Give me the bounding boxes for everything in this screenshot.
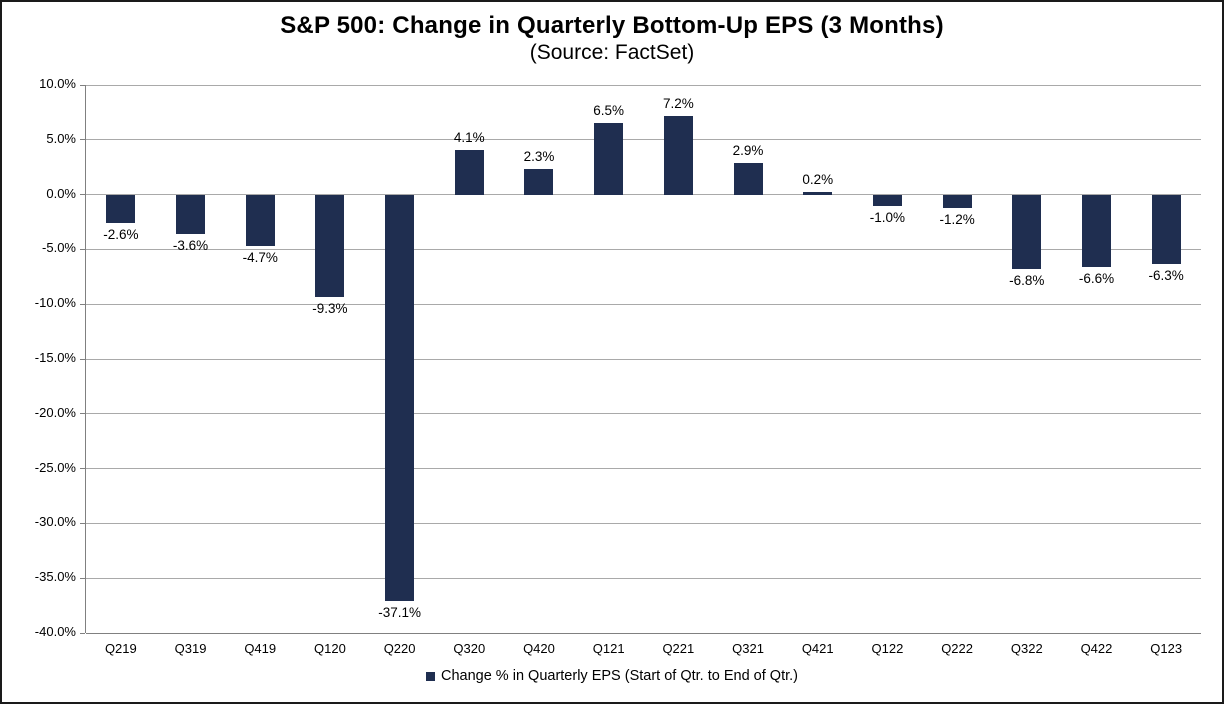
bar-q319 bbox=[176, 194, 206, 235]
y-axis-tick bbox=[80, 522, 85, 524]
y-axis-tick bbox=[80, 303, 85, 305]
y-axis-tick bbox=[80, 577, 85, 579]
bar-value-label: -37.1% bbox=[378, 605, 421, 621]
x-tick-label: Q219 bbox=[104, 641, 137, 656]
bar-q221 bbox=[663, 115, 693, 195]
gridline bbox=[86, 84, 1201, 86]
x-tick-label: Q420 bbox=[523, 641, 555, 656]
gridline bbox=[86, 358, 1201, 360]
bar-value-label: -1.2% bbox=[939, 211, 975, 227]
gridline bbox=[86, 577, 1201, 579]
bar-q420 bbox=[524, 169, 554, 195]
x-tick-label: Q419 bbox=[244, 641, 277, 656]
legend-label: Change % in Quarterly EPS (Start of Qtr.… bbox=[440, 668, 798, 684]
x-tick-label: Q220 bbox=[383, 641, 416, 656]
bar-q120 bbox=[315, 194, 345, 297]
bar-q419 bbox=[245, 194, 275, 247]
x-tick-label: Q221 bbox=[662, 641, 695, 656]
x-axis-line bbox=[86, 633, 1201, 634]
gridline bbox=[86, 194, 1201, 196]
bar-value-label: 2.3% bbox=[523, 149, 555, 165]
x-tick-label: Q421 bbox=[801, 641, 834, 656]
y-axis-tick bbox=[80, 248, 85, 250]
x-tick-label: Q319 bbox=[174, 641, 207, 656]
x-tick-label: Q321 bbox=[732, 641, 764, 656]
y-tick-label: -30.0% bbox=[34, 514, 76, 530]
y-axis-tick bbox=[80, 84, 85, 86]
bar-value-label: 2.9% bbox=[732, 142, 764, 158]
bar-value-label: -6.3% bbox=[1148, 267, 1184, 283]
bar-q421 bbox=[803, 192, 833, 195]
plot-area: -2.6% -3.6% -4.7% -9.3% -37.1% 4.1% 2.3% 6.5% 7.… bbox=[80, 84, 1201, 634]
y-tick-label: 0.0% bbox=[46, 185, 76, 201]
y-axis-line bbox=[85, 85, 86, 633]
bar-value-label: -6.8% bbox=[1009, 273, 1045, 289]
x-tick-label: Q322 bbox=[1010, 641, 1043, 656]
legend-square-marker-icon bbox=[425, 671, 435, 681]
x-tick-label: Q120 bbox=[314, 641, 346, 656]
y-axis-tick bbox=[80, 413, 85, 415]
y-tick-label: -5.0% bbox=[42, 240, 76, 256]
chart-title: S&P 500: Change in Quarterly Bottom-Up E… bbox=[280, 12, 944, 39]
y-axis-tick bbox=[80, 632, 85, 634]
bar-q320 bbox=[454, 149, 484, 195]
y-axis-tick bbox=[80, 468, 85, 470]
y-axis-tick bbox=[80, 139, 85, 141]
bar-value-label: 6.5% bbox=[593, 103, 625, 119]
bar-q121 bbox=[594, 123, 624, 195]
x-tick-label: Q422 bbox=[1080, 641, 1113, 656]
bar-value-label: -1.0% bbox=[869, 209, 906, 225]
y-tick-label: -35.0% bbox=[34, 569, 76, 585]
bar-q122 bbox=[872, 194, 902, 206]
y-tick-label: -10.0% bbox=[34, 295, 76, 311]
x-tick-label: Q222 bbox=[941, 641, 973, 656]
bar-q321 bbox=[733, 162, 763, 195]
y-tick-label: -20.0% bbox=[34, 404, 76, 420]
y-tick-label: -15.0% bbox=[34, 350, 76, 365]
y-axis-tick bbox=[80, 194, 85, 196]
gridline bbox=[86, 468, 1201, 470]
x-tick-label: Q122 bbox=[871, 641, 904, 656]
bar-value-label: 7.2% bbox=[662, 95, 694, 111]
y-tick-label: -25.0% bbox=[34, 459, 76, 475]
x-tick-label: Q123 bbox=[1150, 641, 1183, 656]
gridline bbox=[86, 413, 1201, 415]
bar-q219 bbox=[106, 194, 136, 224]
y-tick-label: -40.0% bbox=[34, 624, 76, 639]
bar-value-label: -6.6% bbox=[1078, 270, 1115, 286]
bar-q322 bbox=[1012, 194, 1042, 270]
gridline bbox=[86, 303, 1201, 305]
y-axis-tick bbox=[80, 358, 85, 360]
bar-value-label: -9.3% bbox=[312, 300, 348, 316]
bar-q422 bbox=[1081, 194, 1111, 267]
x-tick-label: Q121 bbox=[592, 641, 625, 656]
gridline bbox=[86, 248, 1201, 250]
bar-value-label: -4.7% bbox=[242, 250, 278, 266]
bar-value-label: 0.2% bbox=[802, 172, 834, 188]
gridline bbox=[86, 139, 1201, 141]
bar-value-label: -2.6% bbox=[103, 227, 139, 243]
bar-value-label: -3.6% bbox=[172, 238, 209, 254]
chart-subtitle: (Source: FactSet) bbox=[529, 41, 695, 64]
x-tick-label: Q320 bbox=[453, 641, 486, 656]
bar-q220 bbox=[385, 194, 415, 602]
bar-q123 bbox=[1151, 194, 1181, 264]
y-tick-label: 10.0% bbox=[39, 76, 76, 91]
bar-value-label: 4.1% bbox=[453, 129, 485, 145]
gridline bbox=[86, 522, 1201, 524]
y-tick-label: 5.0% bbox=[46, 130, 76, 146]
legend: Change % in Quarterly EPS (Start of Qtr.… bbox=[2, 668, 1222, 684]
bar-q222 bbox=[942, 194, 972, 208]
